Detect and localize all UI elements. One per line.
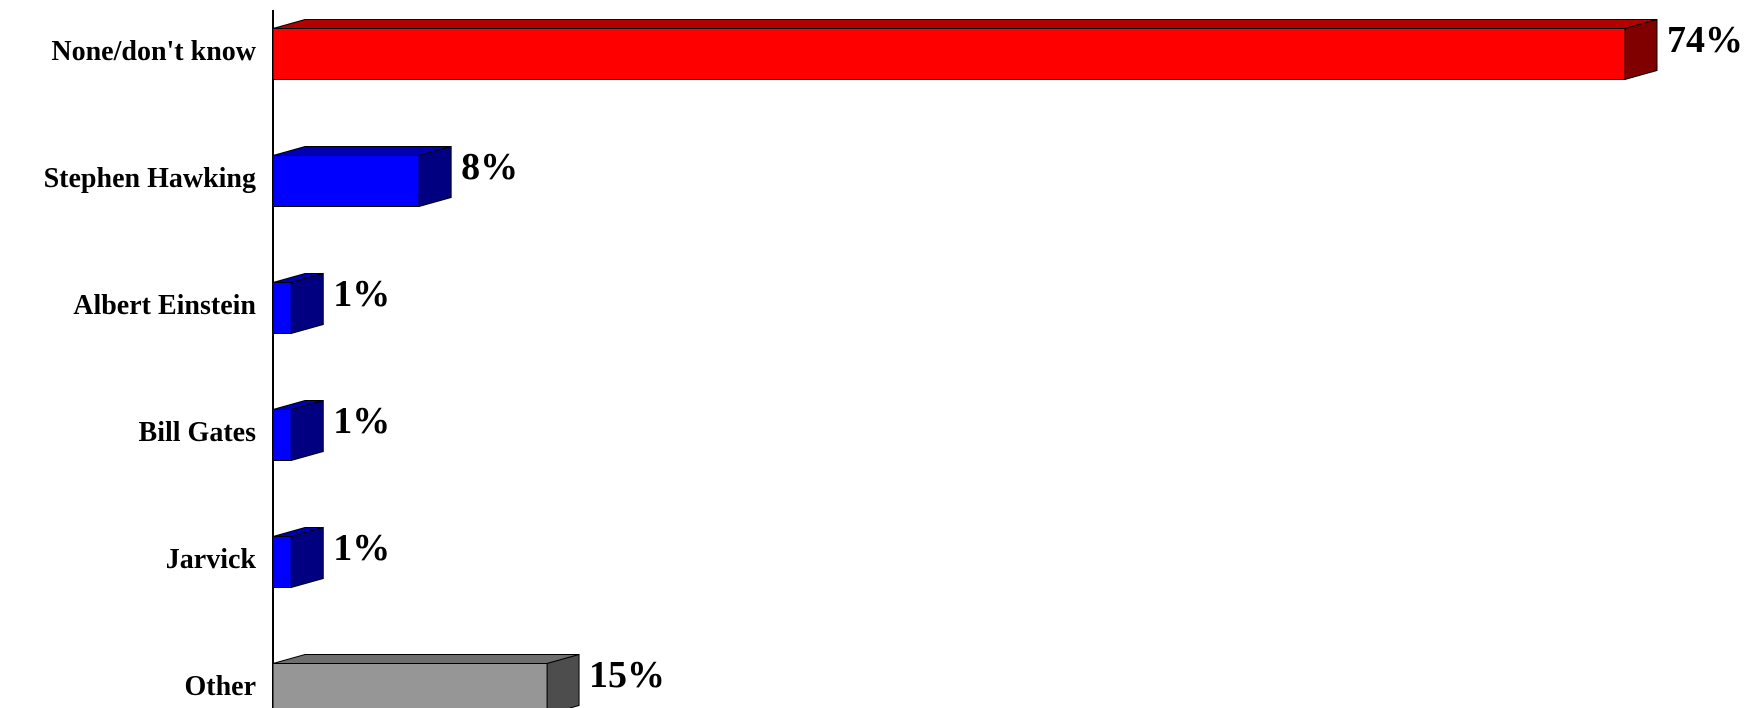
bar-stephen-hawking xyxy=(272,145,452,208)
bar-front-face xyxy=(272,663,548,708)
bar-front-face xyxy=(272,28,1626,80)
bar-none-don-t-know xyxy=(272,18,1658,81)
bar-other xyxy=(272,653,580,708)
bar-side-face xyxy=(546,653,580,708)
bar-albert-einstein xyxy=(272,272,324,335)
value-label-bill-gates: 1% xyxy=(333,400,390,442)
bar-front-face xyxy=(272,155,420,207)
bars-group: None/don't know 74% Stephen Hawking 8% Alber… xyxy=(44,18,1743,708)
value-label-albert-einstein: 1% xyxy=(333,273,390,315)
category-label-albert-einstein: Albert Einstein xyxy=(73,290,256,321)
category-label-stephen-hawking: Stephen Hawking xyxy=(44,163,256,194)
bar-side-face xyxy=(290,272,324,335)
bar-top-face xyxy=(272,19,1658,29)
category-label-other: Other xyxy=(184,671,256,702)
category-label-none-don-t-know: None/don't know xyxy=(51,36,256,67)
value-label-none-don-t-know: 74% xyxy=(1667,19,1743,61)
bar-side-face xyxy=(418,145,452,208)
value-label-other: 15% xyxy=(589,654,665,696)
bar-front-face xyxy=(272,409,292,461)
bar-side-face xyxy=(290,399,324,462)
bar-front-face xyxy=(272,536,292,588)
category-label-bill-gates: Bill Gates xyxy=(139,417,257,448)
category-label-jarvick: Jarvick xyxy=(166,544,257,575)
bar-jarvick xyxy=(272,526,324,589)
bar-side-face xyxy=(290,526,324,589)
value-label-jarvick: 1% xyxy=(333,527,390,569)
bar-bill-gates xyxy=(272,399,324,462)
bar-side-face xyxy=(1624,18,1658,81)
bar-top-face xyxy=(272,654,580,664)
bar-front-face xyxy=(272,282,292,334)
value-label-stephen-hawking: 8% xyxy=(461,146,518,188)
